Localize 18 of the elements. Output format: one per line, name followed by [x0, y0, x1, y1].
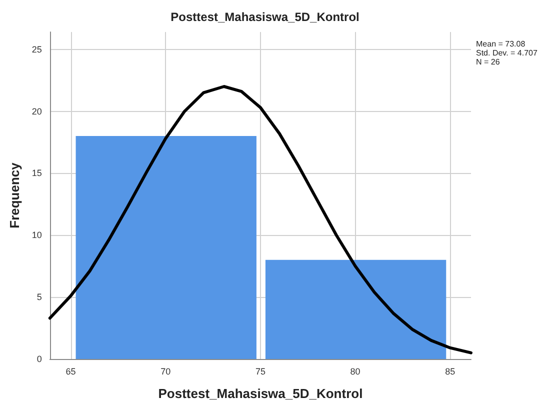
x-tick-label: 70 [160, 366, 171, 376]
x-tick-label: 80 [350, 366, 360, 376]
y-tick-label: 15 [32, 168, 42, 178]
y-tick-label: 0 [36, 354, 42, 364]
line-series [48, 85, 472, 354]
y-tick-label: 5 [36, 292, 42, 302]
y-tick-label: 20 [32, 106, 42, 116]
y-tick-label: 25 [32, 44, 42, 54]
chart-title: Posttest_Mahasiswa_5D_Kontrol [170, 10, 360, 24]
text: N = 26 [476, 58, 500, 66]
x-tick-label: 65 [66, 366, 76, 376]
y-axis-title: Frequency [7, 162, 22, 228]
text: Mean = 73.08 [476, 40, 526, 48]
x-tick-label: 85 [445, 366, 456, 376]
x-axis-title: Posttest_Mahasiswa_5D_Kontrol [158, 386, 363, 401]
y-tick-label: 10 [32, 230, 42, 240]
x-tick-label: 75 [255, 366, 266, 376]
text: Std. Dev. = 4.707 [476, 48, 538, 58]
